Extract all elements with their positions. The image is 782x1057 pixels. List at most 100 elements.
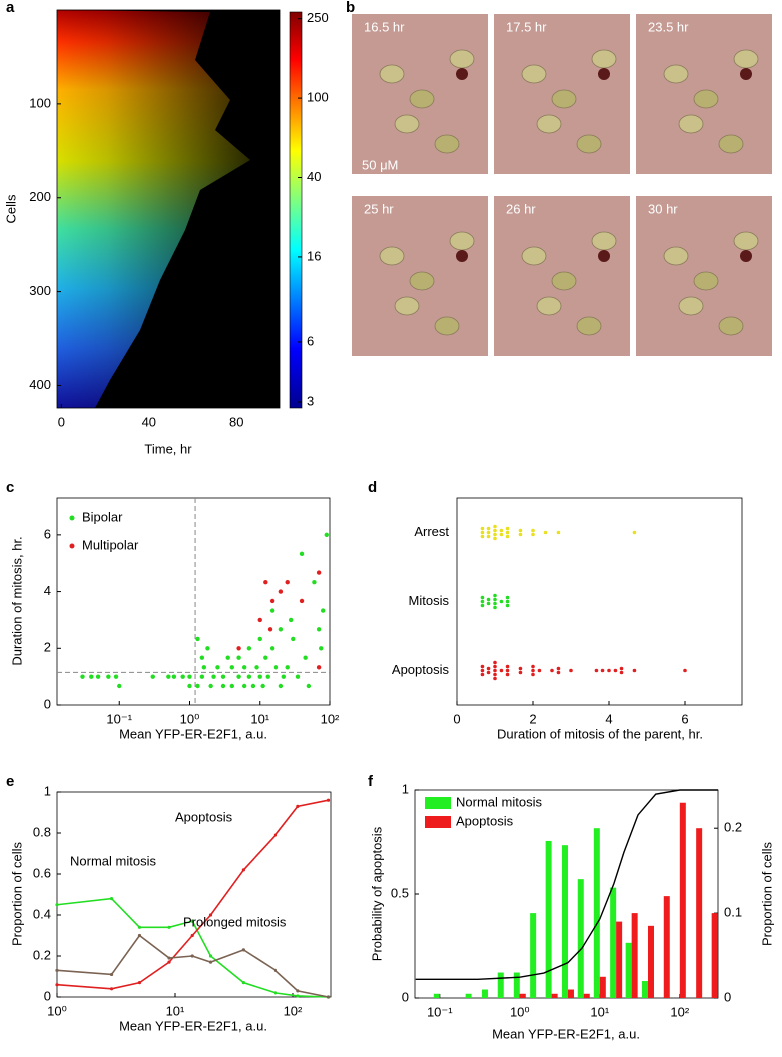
point: [195, 683, 200, 689]
point: [505, 603, 510, 608]
line-marker: [190, 933, 194, 938]
point: [320, 608, 326, 613]
axes-frame: [56, 497, 331, 706]
panel-letter: b: [346, 0, 355, 16]
legend-swatch: [425, 797, 451, 809]
point: [486, 666, 491, 671]
point: [600, 668, 605, 673]
point: [486, 526, 491, 531]
cell: [379, 64, 405, 84]
line-marker: [167, 956, 171, 960]
cell: [678, 296, 704, 316]
bar: [577, 879, 584, 998]
x-tick-label: 10²: [670, 1004, 689, 1019]
cell: [551, 89, 577, 109]
y-tick-label: 0: [44, 696, 51, 711]
y-tick-label: 0: [402, 989, 409, 1004]
axes-frame: [56, 791, 332, 998]
point: [241, 683, 247, 689]
cell: [663, 64, 689, 84]
y-axis-label: Probability of apoptosis: [369, 826, 384, 961]
frame-label: 23.5 hr: [648, 19, 689, 34]
y-axis-label: Duration of mitosis, hr.: [9, 536, 24, 665]
cell: [678, 114, 704, 134]
point: [273, 665, 279, 670]
line-marker: [109, 972, 114, 977]
legend-label: Bipolar: [82, 509, 123, 524]
axes-frame: [56, 9, 281, 409]
point: [480, 534, 485, 539]
cell: [718, 134, 744, 154]
point: [215, 665, 220, 670]
point: [486, 601, 491, 606]
series-label: Apoptosis: [175, 809, 233, 824]
x-tick-label: 10¹: [590, 1004, 609, 1019]
point: [220, 674, 226, 679]
y-tick-label: 0.1: [724, 905, 742, 920]
point: [95, 674, 101, 679]
point: [505, 599, 510, 604]
line-marker: [167, 925, 171, 929]
point: [278, 683, 284, 689]
category-label: Apoptosis: [392, 662, 450, 677]
y-tick-label: 0.2: [33, 947, 51, 962]
bar: [551, 993, 558, 998]
line-marker: [296, 994, 300, 998]
curve: [415, 789, 718, 980]
line-marker: [109, 987, 114, 991]
point: [229, 683, 234, 689]
point: [486, 534, 491, 539]
point: [260, 683, 265, 689]
line-marker: [208, 960, 213, 964]
cell: [394, 114, 420, 134]
x-tick-label: 0: [453, 711, 460, 726]
line-marker: [208, 954, 213, 958]
bar: [641, 981, 648, 998]
point: [257, 636, 262, 642]
point: [291, 636, 296, 642]
point: [80, 674, 85, 679]
point: [493, 676, 497, 681]
point: [550, 668, 554, 673]
bar: [593, 828, 600, 998]
cell: [591, 231, 617, 251]
x-axis-label: Mean YFP-ER-E2F1, a.u.: [119, 726, 267, 741]
y-tick-label: 6: [44, 526, 51, 541]
frame-label: 26 hr: [506, 201, 536, 216]
y-tick-label: 0: [44, 988, 51, 1003]
cell: [449, 49, 475, 69]
y-tick-label: 300: [29, 283, 51, 298]
colorbar: [289, 11, 303, 409]
point: [505, 534, 510, 539]
point: [619, 670, 624, 675]
x-axis-label: Duration of mitosis of the parent, hr.: [497, 726, 703, 741]
line-marker: [137, 933, 142, 938]
point: [278, 627, 284, 632]
point: [106, 674, 111, 679]
y2-axis-label: Proportion of cells: [759, 841, 774, 946]
point: [505, 664, 510, 669]
cell: [434, 316, 460, 336]
point: [518, 666, 523, 671]
cell: [434, 134, 460, 154]
y-tick-label: 0.5: [391, 885, 409, 900]
line-marker: [241, 981, 245, 985]
point: [531, 532, 535, 537]
cell: [521, 64, 547, 84]
cell: [591, 49, 617, 69]
point: [505, 526, 510, 531]
point: [229, 665, 234, 670]
bar: [583, 993, 590, 998]
point: [269, 598, 275, 604]
point: [493, 605, 497, 610]
point: [278, 589, 284, 594]
bar: [530, 913, 537, 998]
x-tick-label: 6: [681, 711, 688, 726]
point: [263, 580, 268, 585]
bar: [465, 993, 472, 998]
category-label: Mitosis: [409, 593, 450, 608]
cell: [693, 89, 719, 109]
cell: [521, 246, 547, 266]
point: [518, 670, 523, 675]
